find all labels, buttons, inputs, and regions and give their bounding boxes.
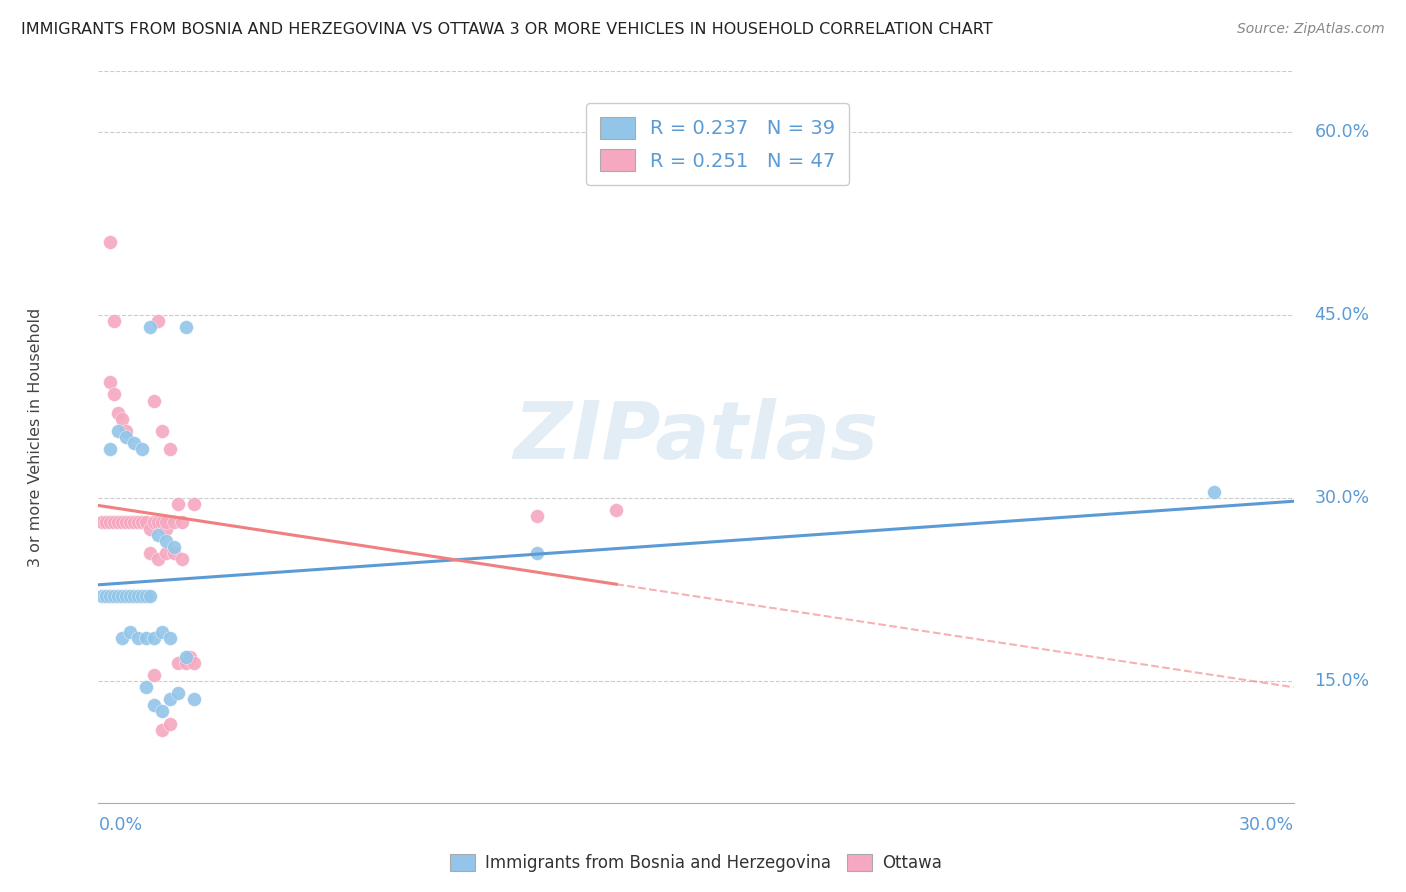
Point — [159, 716, 181, 731]
Point — [124, 436, 146, 450]
Point — [127, 632, 149, 646]
Point — [96, 516, 118, 530]
Point — [115, 424, 138, 438]
Point — [150, 625, 173, 640]
Point — [174, 656, 197, 670]
Point — [159, 632, 181, 646]
Point — [150, 516, 173, 530]
Text: 30.0%: 30.0% — [1239, 816, 1294, 834]
Point — [148, 314, 170, 328]
Point — [139, 546, 162, 560]
Point — [111, 589, 134, 603]
Point — [183, 497, 205, 511]
Point — [150, 424, 173, 438]
Text: IMMIGRANTS FROM BOSNIA AND HERZEGOVINA VS OTTAWA 3 OR MORE VEHICLES IN HOUSEHOLD: IMMIGRANTS FROM BOSNIA AND HERZEGOVINA V… — [21, 22, 993, 37]
Point — [96, 589, 118, 603]
Point — [103, 387, 125, 401]
Text: 30.0%: 30.0% — [1315, 489, 1369, 507]
Point — [139, 320, 162, 334]
Point — [91, 516, 114, 530]
Point — [135, 516, 157, 530]
Point — [98, 589, 122, 603]
Point — [103, 314, 125, 328]
Point — [111, 516, 134, 530]
Text: 0.0%: 0.0% — [98, 816, 142, 834]
Legend: Immigrants from Bosnia and Herzegovina, Ottawa: Immigrants from Bosnia and Herzegovina, … — [443, 847, 949, 879]
Point — [124, 589, 146, 603]
Text: 15.0%: 15.0% — [1315, 672, 1369, 690]
Point — [1202, 485, 1225, 500]
Point — [155, 521, 177, 535]
Point — [111, 412, 134, 426]
Point — [131, 589, 153, 603]
Point — [167, 656, 190, 670]
Point — [167, 686, 190, 700]
Point — [174, 320, 197, 334]
Point — [148, 516, 170, 530]
Point — [139, 589, 162, 603]
Point — [163, 540, 186, 554]
Point — [98, 442, 122, 457]
Point — [167, 497, 190, 511]
Point — [127, 516, 149, 530]
Point — [115, 589, 138, 603]
Point — [172, 516, 194, 530]
Point — [183, 656, 205, 670]
Point — [124, 516, 146, 530]
Point — [135, 680, 157, 694]
Point — [150, 723, 173, 737]
Point — [148, 527, 170, 541]
Point — [107, 516, 129, 530]
Point — [115, 516, 138, 530]
Point — [107, 406, 129, 420]
Point — [131, 516, 153, 530]
Text: ZIPatlas: ZIPatlas — [513, 398, 879, 476]
Point — [605, 503, 627, 517]
Point — [526, 509, 548, 524]
Point — [107, 424, 129, 438]
Point — [139, 521, 162, 535]
Point — [103, 516, 125, 530]
Point — [127, 589, 149, 603]
Point — [172, 552, 194, 566]
Point — [91, 589, 114, 603]
Text: 45.0%: 45.0% — [1315, 306, 1369, 324]
Text: 60.0%: 60.0% — [1315, 123, 1369, 141]
Point — [143, 393, 166, 408]
Point — [131, 442, 153, 457]
Point — [98, 516, 122, 530]
Text: 3 or more Vehicles in Household: 3 or more Vehicles in Household — [28, 308, 42, 566]
Point — [163, 546, 186, 560]
Point — [143, 698, 166, 713]
Point — [155, 533, 177, 548]
Point — [120, 625, 142, 640]
Point — [155, 516, 177, 530]
Point — [135, 632, 157, 646]
Point — [150, 705, 173, 719]
Point — [163, 516, 186, 530]
Point — [98, 235, 122, 249]
Point — [120, 589, 142, 603]
Point — [135, 589, 157, 603]
Point — [120, 516, 142, 530]
Point — [143, 632, 166, 646]
Point — [111, 632, 134, 646]
Point — [143, 516, 166, 530]
Point — [174, 649, 197, 664]
Point — [98, 375, 122, 389]
Point — [148, 552, 170, 566]
Point — [159, 692, 181, 706]
Point — [179, 649, 201, 664]
Point — [143, 667, 166, 681]
Point — [103, 589, 125, 603]
Point — [159, 442, 181, 457]
Text: Source: ZipAtlas.com: Source: ZipAtlas.com — [1237, 22, 1385, 37]
Point — [107, 589, 129, 603]
Point — [183, 692, 205, 706]
Point — [526, 546, 548, 560]
Point — [155, 546, 177, 560]
Point — [115, 430, 138, 444]
